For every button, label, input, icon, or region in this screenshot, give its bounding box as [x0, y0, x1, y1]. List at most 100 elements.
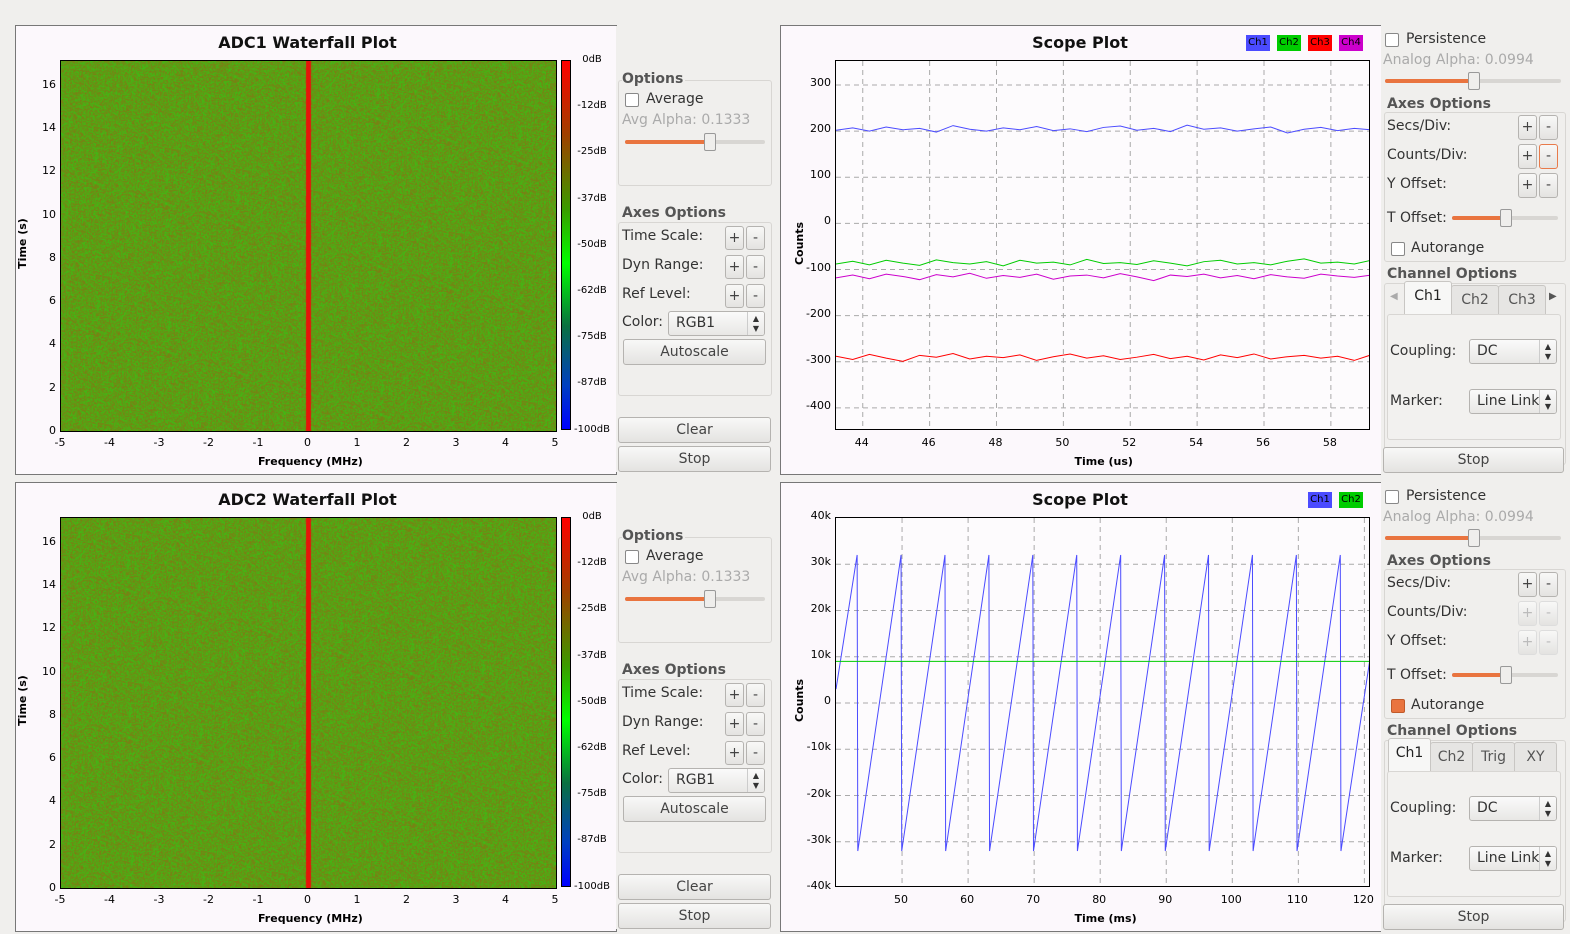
- color-select[interactable]: RGB1 ▲ ▼: [668, 311, 765, 336]
- legend-ch4[interactable]: Ch4: [1339, 35, 1363, 51]
- time-scale-plus-button[interactable]: +: [725, 226, 744, 250]
- legend-ch3[interactable]: Ch3: [1308, 35, 1332, 51]
- ref-level-minus-button[interactable]: -: [746, 741, 765, 765]
- t-offset-slider[interactable]: [1452, 666, 1558, 684]
- y-tick-label: 200: [810, 122, 831, 136]
- avg-alpha-slider[interactable]: [625, 590, 765, 608]
- avg-alpha-slider[interactable]: [625, 133, 765, 151]
- spin-arrows-icon: ▲ ▼: [747, 769, 764, 792]
- coupling-select[interactable]: DC ▲ ▼: [1469, 796, 1557, 821]
- tab-ch2[interactable]: Ch2: [1451, 285, 1499, 315]
- dyn-range-plus-button[interactable]: +: [725, 255, 744, 279]
- colorbar-label: -50dB: [577, 238, 607, 250]
- average-checkbox[interactable]: [625, 550, 639, 564]
- y-tick-label: -300: [806, 352, 831, 366]
- persistence-checkbox[interactable]: [1385, 490, 1399, 504]
- x-tick-label: 3: [452, 436, 460, 449]
- counts-div-plus-button[interactable]: +: [1518, 144, 1537, 169]
- x-tick-label: 110: [1286, 893, 1308, 906]
- axes-options-header: Axes Options: [622, 662, 728, 678]
- x-tick-label: -3: [153, 436, 165, 449]
- time-scale-minus-button[interactable]: -: [746, 226, 765, 250]
- tab-ch1[interactable]: Ch1: [1388, 738, 1431, 772]
- time-scale-plus-button[interactable]: +: [725, 683, 744, 707]
- scope-plot-area: [835, 60, 1370, 430]
- plot-title: Scope Plot: [1032, 33, 1128, 52]
- tab-scroll-right-icon[interactable]: ▶: [1549, 291, 1557, 302]
- marker-select[interactable]: Line Link ▲ ▼: [1469, 846, 1557, 871]
- y-tick-label: 6: [49, 294, 56, 308]
- slider-fill: [1385, 536, 1473, 540]
- y-offset-plus-button: +: [1518, 630, 1537, 655]
- stop-button[interactable]: Stop: [618, 903, 771, 929]
- t-offset-slider[interactable]: [1452, 209, 1558, 227]
- dyn-range-minus-button[interactable]: -: [746, 255, 765, 279]
- secs-div-plus-button[interactable]: +: [1518, 572, 1537, 597]
- tab-trig[interactable]: Trig: [1472, 742, 1515, 772]
- counts-div-minus-button[interactable]: -: [1539, 144, 1558, 169]
- x-axis-label: Time (us): [1074, 455, 1133, 468]
- dyn-range-minus-button[interactable]: -: [746, 712, 765, 736]
- options-group: [618, 537, 772, 643]
- marker-select[interactable]: Line Link ▲ ▼: [1469, 389, 1557, 414]
- time-scale-label: Time Scale:: [622, 685, 704, 701]
- x-tick-label: 46: [921, 436, 936, 449]
- tab-ch1[interactable]: Ch1: [1404, 281, 1452, 315]
- autorange-checkbox[interactable]: [1391, 699, 1405, 713]
- x-tick-label: 1: [353, 436, 361, 449]
- stop-button[interactable]: Stop: [1383, 904, 1564, 930]
- dyn-range-plus-button[interactable]: +: [725, 712, 744, 736]
- autoscale-button[interactable]: Autoscale: [623, 339, 766, 365]
- marker-label: Marker:: [1390, 850, 1443, 866]
- analog-alpha-label: Analog Alpha: 0.0994: [1383, 52, 1534, 68]
- slider-handle[interactable]: [1500, 666, 1512, 684]
- coupling-select[interactable]: DC ▲ ▼: [1469, 339, 1557, 364]
- ref-level-plus-button[interactable]: +: [725, 284, 744, 308]
- colorbar-label: -62dB: [577, 742, 607, 753]
- y-offset-minus-button[interactable]: -: [1539, 173, 1558, 198]
- colorbar: [561, 60, 571, 430]
- analog-alpha-slider[interactable]: [1385, 529, 1561, 547]
- slider-handle[interactable]: [1500, 209, 1512, 227]
- x-tick-label: -5: [54, 436, 66, 449]
- ref-level-label: Ref Level:: [622, 743, 691, 759]
- average-checkbox[interactable]: [625, 93, 639, 107]
- slider-handle[interactable]: [1468, 529, 1480, 547]
- ref-level-plus-button[interactable]: +: [725, 741, 744, 765]
- slider-handle[interactable]: [704, 590, 716, 608]
- autoscale-button[interactable]: Autoscale: [623, 796, 766, 822]
- slider-fill: [625, 140, 709, 144]
- persistence-checkbox[interactable]: [1385, 33, 1399, 47]
- stop-button[interactable]: Stop: [618, 446, 771, 472]
- stop-button[interactable]: Stop: [1383, 447, 1564, 473]
- y-tick-label: 14: [42, 120, 56, 134]
- clear-button[interactable]: Clear: [618, 417, 771, 443]
- legend-ch1[interactable]: Ch1: [1246, 35, 1270, 51]
- color-value: RGB1: [676, 315, 716, 331]
- legend-ch2[interactable]: Ch2: [1339, 492, 1363, 508]
- autorange-label: Autorange: [1411, 240, 1485, 256]
- tab-ch2[interactable]: Ch2: [1430, 742, 1473, 772]
- secs-div-minus-button[interactable]: -: [1539, 572, 1558, 597]
- analog-alpha-slider[interactable]: [1385, 72, 1561, 90]
- y-tick-label: 10: [42, 207, 56, 221]
- legend-ch2[interactable]: Ch2: [1277, 35, 1301, 51]
- tab-ch3[interactable]: Ch3: [1498, 285, 1546, 315]
- tab-xy[interactable]: XY: [1514, 742, 1557, 772]
- plot-title: ADC1 Waterfall Plot: [218, 33, 397, 52]
- autorange-checkbox[interactable]: [1391, 242, 1405, 256]
- secs-div-minus-button[interactable]: -: [1539, 115, 1558, 140]
- slider-fill: [625, 597, 709, 601]
- y-tick-label: -10k: [806, 740, 831, 754]
- legend-ch1[interactable]: Ch1: [1308, 492, 1332, 508]
- ref-level-minus-button[interactable]: -: [746, 284, 765, 308]
- time-scale-minus-button[interactable]: -: [746, 683, 765, 707]
- y-offset-plus-button[interactable]: +: [1518, 173, 1537, 198]
- slider-handle[interactable]: [704, 133, 716, 151]
- clear-button[interactable]: Clear: [618, 874, 771, 900]
- secs-div-plus-button[interactable]: +: [1518, 115, 1537, 140]
- slider-handle[interactable]: [1468, 72, 1480, 90]
- tab-scroll-left-icon[interactable]: ◀: [1390, 291, 1398, 302]
- y-tick-label: 8: [49, 250, 56, 264]
- color-select[interactable]: RGB1 ▲ ▼: [668, 768, 765, 793]
